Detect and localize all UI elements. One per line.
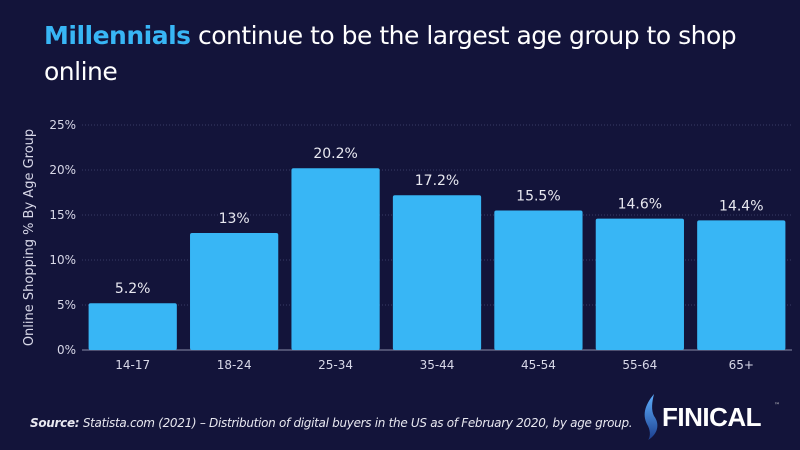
x-tick-label: 35-44	[420, 358, 455, 372]
y-tick-label: 15%	[49, 208, 76, 222]
data-label: 15.5%	[516, 189, 560, 205]
x-tick-label: 14-17	[115, 358, 150, 372]
x-tick-label: 65+	[729, 358, 754, 372]
y-tick-label: 25%	[49, 118, 76, 132]
x-tick-label: 25-34	[318, 358, 353, 372]
x-tick-label: 55-64	[622, 358, 657, 372]
data-label: 5.2%	[115, 281, 151, 297]
title-highlight: Millennials	[44, 21, 191, 50]
x-tick-label: 45-54	[521, 358, 556, 372]
bar-14-17	[88, 303, 177, 350]
y-tick-label: 0%	[57, 343, 76, 357]
bar-55-64	[595, 218, 684, 350]
bar-45-54	[494, 210, 583, 350]
data-label: 14.4%	[719, 198, 763, 214]
source-note: Source: Statista.com (2021) – Distributi…	[30, 416, 633, 430]
bar-25-34	[291, 168, 380, 350]
data-label: 14.6%	[618, 197, 662, 213]
source-text: Statista.com (2021) – Distribution of di…	[79, 416, 633, 430]
x-tick-label: 18-24	[217, 358, 252, 372]
finical-logo: FINICAL ™	[640, 392, 790, 442]
flame-icon	[644, 394, 658, 440]
bar-18-24	[190, 233, 279, 350]
bar-35-44	[392, 195, 482, 350]
title-rest: continue to be the largest age group to …	[44, 21, 737, 86]
source-label: Source:	[30, 416, 80, 430]
logo-tm: ™	[774, 402, 780, 409]
logo-text: FINICAL	[662, 402, 762, 432]
bar-65+	[697, 220, 786, 350]
data-label: 20.2%	[313, 146, 357, 162]
chart-title: Millennials continue to be the largest a…	[44, 18, 764, 90]
y-tick-label: 20%	[49, 163, 76, 177]
data-label: 17.2%	[415, 173, 459, 189]
y-axis-label: Online Shopping % By Age Group	[22, 129, 37, 346]
data-label: 13%	[219, 211, 250, 227]
y-tick-label: 10%	[49, 253, 76, 267]
y-tick-label: 5%	[57, 298, 76, 312]
